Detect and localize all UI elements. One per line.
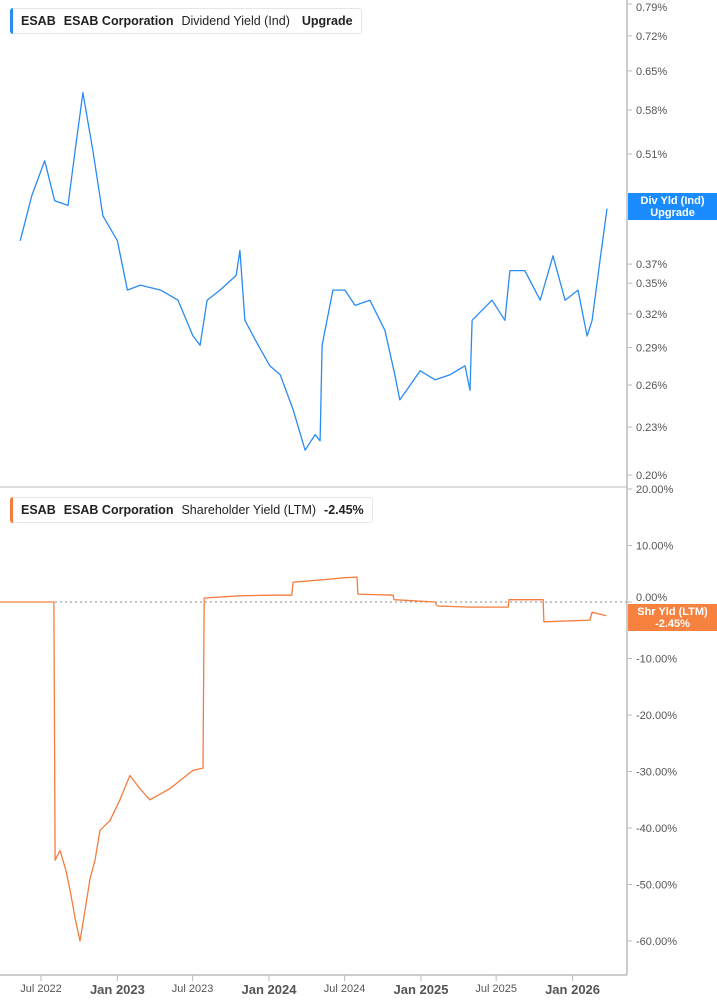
y-tick-label: 0.20% [636, 470, 667, 482]
x-tick-label: Jul 2022 [20, 983, 62, 995]
legend-company: ESAB Corporation [63, 503, 174, 517]
y-tick-label: -10.00% [636, 654, 677, 666]
y-tick-label: 0.79% [636, 2, 667, 14]
y-tick-label: -40.00% [636, 823, 677, 835]
y-tick-label: 0.00% [636, 592, 667, 604]
x-tick-label: Jan 2026 [545, 982, 600, 997]
legend-ticker: ESAB [21, 503, 56, 517]
end-label-line2: -2.45% [655, 618, 690, 630]
y-tick-label: 0.65% [636, 66, 667, 78]
dividend-yield-line [19, 92, 608, 451]
shareholder-yield-line [0, 576, 607, 942]
y-tick-label: -60.00% [636, 936, 677, 948]
legend-metric: Shareholder Yield (LTM) [181, 503, 317, 517]
y-tick-label: 10.00% [636, 541, 674, 553]
y-tick-label: 0.35% [636, 278, 667, 290]
shareholder-yield-end-label: Shr Yld (LTM) -2.45% [628, 604, 717, 631]
y-tick-label: 0.32% [636, 309, 667, 321]
end-label-line2: Upgrade [650, 207, 695, 219]
x-tick-label: Jul 2025 [475, 983, 517, 995]
x-tick-label: Jan 2025 [394, 982, 449, 997]
y-tick-label: 0.29% [636, 343, 667, 355]
y-tick-label: 20.00% [636, 484, 674, 496]
x-tick-label: Jan 2023 [90, 982, 145, 997]
legend-value[interactable]: Upgrade [301, 14, 353, 28]
y-tick-label: -50.00% [636, 880, 677, 892]
legend-value: -2.45% [324, 503, 364, 517]
legend-company: ESAB Corporation [63, 14, 174, 28]
y-tick-label: 0.37% [636, 259, 667, 271]
y-tick-label: 0.23% [636, 422, 667, 434]
x-tick-label: Jan 2024 [242, 982, 298, 997]
shareholder-yield-legend[interactable]: ESAB ESAB Corporation Shareholder Yield … [10, 497, 373, 523]
legend-color-bar [10, 8, 13, 34]
legend-ticker: ESAB [21, 14, 56, 28]
y-tick-label: 0.26% [636, 380, 667, 392]
y-tick-label: 0.51% [636, 149, 667, 161]
y-tick-label: -20.00% [636, 710, 677, 722]
dividend-yield-end-label: Div Yld (Ind) Upgrade [628, 193, 717, 220]
x-tick-label: Jul 2024 [324, 983, 366, 995]
end-label-line1: Shr Yld (LTM) [637, 606, 708, 618]
legend-color-bar [10, 497, 13, 523]
x-tick-label: Jul 2023 [172, 983, 214, 995]
y-tick-label: -30.00% [636, 767, 677, 779]
end-label-line1: Div Yld (Ind) [640, 195, 705, 207]
y-tick-label: 0.58% [636, 105, 667, 117]
legend-metric: Dividend Yield (Ind) [181, 14, 290, 28]
y-tick-label: 0.72% [636, 31, 667, 43]
dividend-yield-legend[interactable]: ESAB ESAB Corporation Dividend Yield (In… [10, 8, 362, 34]
